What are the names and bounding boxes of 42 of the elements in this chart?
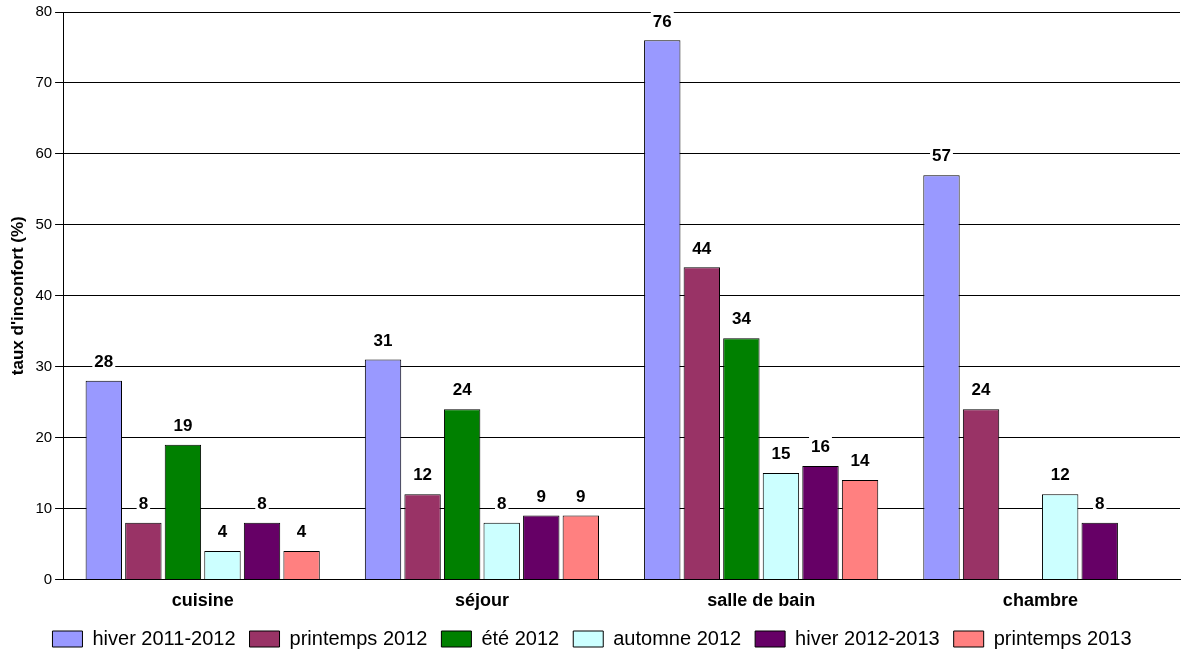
y-tick-label: 60 bbox=[35, 143, 53, 161]
y-tick-label: 80 bbox=[35, 2, 53, 20]
legend-label: été 2012 bbox=[481, 626, 560, 649]
data-label: 76 bbox=[652, 11, 672, 31]
data-label: 57 bbox=[932, 146, 951, 166]
data-label: 4 bbox=[217, 522, 228, 542]
legend-label: hiver 2011-2012 bbox=[92, 626, 236, 649]
data-label: 12 bbox=[1050, 465, 1070, 485]
y-tick-label: 20 bbox=[35, 427, 53, 445]
data-label: 14 bbox=[850, 451, 871, 471]
data-label: 8 bbox=[138, 493, 149, 513]
data-label: 44 bbox=[692, 238, 712, 258]
data-label: 9 bbox=[576, 486, 586, 506]
data-label: 12 bbox=[413, 465, 433, 485]
data-label: 24 bbox=[452, 380, 473, 400]
data-label: 4 bbox=[296, 522, 307, 542]
data-label: 16 bbox=[811, 437, 830, 457]
legend-label: hiver 2012-2013 bbox=[795, 626, 940, 649]
data-label: 34 bbox=[731, 309, 752, 329]
y-tick-label: 0 bbox=[43, 569, 53, 587]
data-label: 8 bbox=[496, 493, 507, 513]
data-label: 15 bbox=[771, 444, 791, 464]
x-tick-label: salle de bain bbox=[707, 590, 816, 611]
data-label: 19 bbox=[173, 415, 193, 435]
y-tick-label: 30 bbox=[35, 356, 53, 374]
y-tick-label: 50 bbox=[35, 214, 53, 232]
data-label: 24 bbox=[971, 380, 992, 400]
data-label: 28 bbox=[94, 352, 114, 371]
y-axis-title: taux d'inconfort (%) bbox=[7, 216, 27, 376]
data-label: 8 bbox=[1094, 493, 1105, 513]
legend-label: printemps 2012 bbox=[289, 626, 428, 649]
x-tick-label: cuisine bbox=[171, 590, 234, 611]
data-label: 9 bbox=[536, 486, 546, 506]
y-tick-label: 10 bbox=[35, 498, 53, 516]
y-tick-label: 70 bbox=[35, 73, 53, 91]
legend-label: automne 2012 bbox=[613, 626, 742, 649]
legend-label: printemps 2013 bbox=[993, 626, 1132, 649]
x-tick-label: chambre bbox=[1002, 590, 1078, 611]
data-label: 31 bbox=[373, 330, 393, 350]
data-label: 8 bbox=[257, 493, 267, 513]
y-tick-label: 40 bbox=[35, 285, 53, 303]
x-tick-label: séjour bbox=[454, 590, 509, 611]
